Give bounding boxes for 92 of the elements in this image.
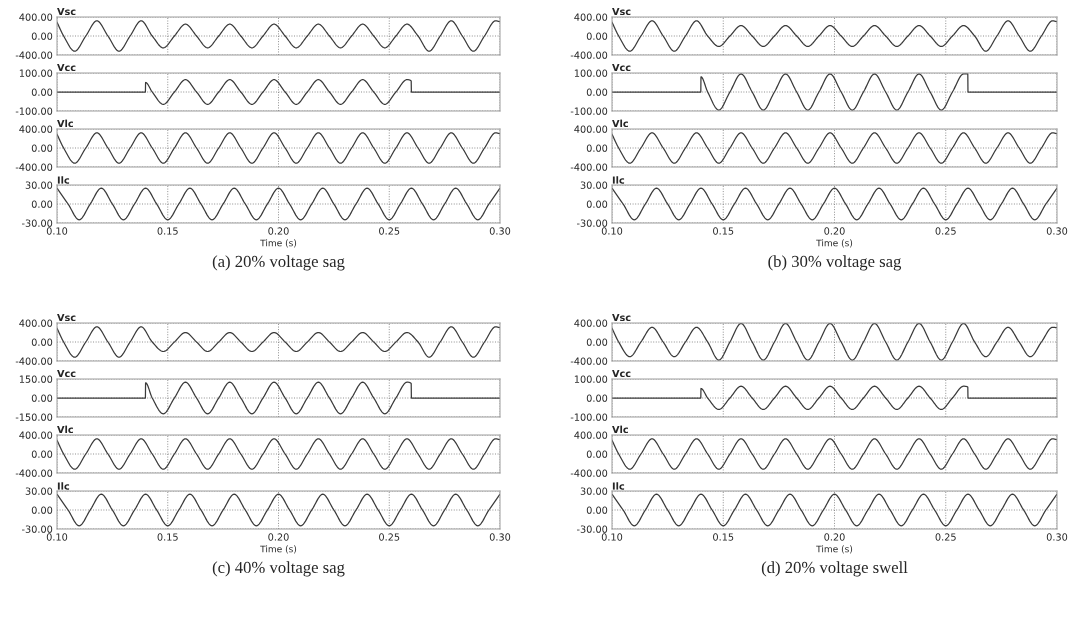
y-tick-label: 0.00	[586, 338, 608, 346]
text: (c) 40% voltage sag	[212, 561, 345, 577]
y-tick-label: 0.00	[586, 506, 608, 514]
y-tick-label: 0.00	[31, 394, 53, 402]
y-tick-label: 400.00	[19, 125, 53, 133]
x-tick-label: 0.20	[268, 227, 289, 235]
x-tick-label: 0.30	[1046, 533, 1068, 541]
y-tick-label: 400.00	[19, 431, 53, 439]
x-tick-label: 0.20	[824, 227, 845, 235]
x-tick-label: 0.15	[713, 533, 734, 541]
chart-title: Vcc	[612, 63, 631, 72]
y-tick-label: 0.00	[31, 32, 53, 40]
y-tick-label: 400.00	[19, 13, 53, 21]
chart-title: Ilc	[57, 176, 70, 184]
chart-title: Vcc	[57, 63, 76, 72]
y-tick-label: 100.00	[574, 69, 608, 77]
y-tick-label: 0.00	[586, 88, 608, 96]
text: (b) 30% voltage sag	[768, 255, 902, 271]
x-axis-title: Time (s)	[816, 545, 853, 554]
y-tick-label: -400.00	[570, 51, 608, 59]
chart-title: Vcc	[57, 369, 76, 378]
chart-title: Vsc	[57, 7, 76, 16]
x-tick-label: 0.25	[935, 533, 956, 541]
y-tick-label: -400.00	[15, 51, 53, 59]
y-tick-label: 0.00	[31, 338, 53, 346]
y-tick-label: -150.00	[15, 413, 53, 421]
x-tick-label: 0.10	[601, 227, 623, 235]
x-tick-label: 0.15	[713, 227, 734, 235]
y-tick-label: 0.00	[586, 200, 608, 208]
x-tick-label: 0.15	[157, 533, 178, 541]
y-tick-label: -400.00	[570, 357, 608, 365]
text: (d) 20% voltage swell	[761, 561, 908, 577]
y-tick-label: 0.00	[586, 144, 608, 152]
y-tick-label: -400.00	[570, 469, 608, 477]
y-tick-label: 30.00	[580, 181, 608, 189]
y-tick-label: 400.00	[19, 319, 53, 327]
x-axis-title: Time (s)	[260, 239, 297, 248]
x-tick-label: 0.30	[1046, 227, 1068, 235]
y-tick-label: 0.00	[586, 450, 608, 458]
chart-title: Vsc	[612, 7, 631, 16]
y-tick-label: -100.00	[570, 107, 608, 115]
x-tick-label: 0.20	[824, 533, 845, 541]
y-tick-label: 0.00	[31, 450, 53, 458]
chart-title: Ilc	[612, 176, 625, 184]
y-tick-label: -30.00	[21, 525, 53, 533]
y-tick-label: 0.00	[31, 88, 53, 96]
chart-title: Vlc	[57, 119, 73, 128]
x-axis-title: Time (s)	[260, 545, 297, 554]
y-tick-label: -30.00	[576, 525, 608, 533]
y-tick-label: -30.00	[576, 219, 608, 227]
y-tick-label: 0.00	[31, 144, 53, 152]
y-tick-label: 400.00	[574, 431, 608, 439]
chart-title: Vsc	[612, 313, 631, 322]
y-tick-label: 0.00	[31, 200, 53, 208]
y-tick-label: -30.00	[21, 219, 53, 227]
y-tick-label: 150.00	[19, 375, 53, 383]
y-tick-label: 400.00	[574, 125, 608, 133]
y-tick-label: 0.00	[31, 506, 53, 514]
y-tick-label: -400.00	[570, 163, 608, 171]
text: (a) 20% voltage sag	[212, 255, 345, 271]
x-tick-label: 0.15	[157, 227, 178, 235]
y-tick-label: 100.00	[19, 69, 53, 77]
chart-title: Vcc	[612, 369, 631, 378]
x-tick-label: 0.10	[601, 533, 623, 541]
y-tick-label: 0.00	[586, 32, 608, 40]
y-tick-label: -100.00	[15, 107, 53, 115]
x-axis-title: Time (s)	[816, 239, 853, 248]
x-tick-label: 0.20	[268, 533, 289, 541]
chart-title: Ilc	[57, 482, 70, 490]
chart-title: Vlc	[57, 425, 73, 434]
y-tick-label: 400.00	[574, 13, 608, 21]
x-tick-label: 0.30	[489, 533, 511, 541]
y-tick-label: 30.00	[25, 181, 53, 189]
y-tick-label: 30.00	[25, 487, 53, 495]
x-tick-label: 0.25	[935, 227, 956, 235]
y-tick-label: -400.00	[15, 163, 53, 171]
y-tick-label: -100.00	[570, 413, 608, 421]
chart-title: Vsc	[57, 313, 76, 322]
y-tick-label: -400.00	[15, 357, 53, 365]
x-tick-label: 0.30	[489, 227, 511, 235]
y-tick-label: -400.00	[15, 469, 53, 477]
x-tick-label: 0.25	[379, 533, 400, 541]
y-tick-label: 0.00	[586, 394, 608, 402]
chart-title: Ilc	[612, 482, 625, 490]
y-tick-label: 30.00	[580, 487, 608, 495]
x-tick-label: 0.10	[46, 533, 68, 541]
x-tick-label: 0.25	[379, 227, 400, 235]
y-tick-label: 400.00	[574, 319, 608, 327]
chart-title: Vlc	[612, 119, 628, 128]
x-tick-label: 0.10	[46, 227, 68, 235]
y-tick-label: 100.00	[574, 375, 608, 383]
chart-title: Vlc	[612, 425, 628, 434]
